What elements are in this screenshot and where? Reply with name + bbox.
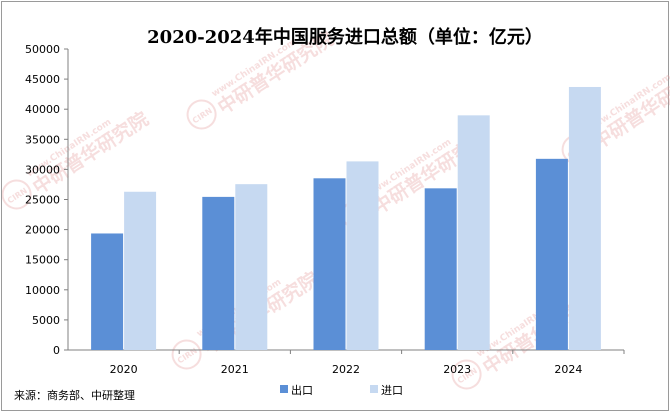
legend-label-出口: 出口 [291, 383, 313, 397]
chart-bars [91, 86, 601, 351]
legend-label-进口: 进口 [381, 384, 403, 397]
bar-进口-2023 [457, 115, 490, 350]
bar-进口-2021 [235, 184, 268, 350]
x-tick-label: 2023 [443, 363, 471, 376]
x-tick-label: 2024 [554, 363, 582, 376]
y-tick-label: 15000 [25, 254, 60, 267]
chart-title: 2020-2024年中国服务进口总额（单位：亿元） [147, 26, 543, 48]
y-tick-label: 5000 [32, 314, 60, 327]
watermark-seal-text: CIRN [176, 346, 199, 365]
watermark-seal [186, 99, 217, 130]
bar-出口-2020 [91, 233, 124, 350]
watermark-seal-text: CIRN [191, 106, 214, 125]
watermark-cn: 中研普华研究院 [28, 107, 152, 199]
source-note: 来源：商务部、中研整理 [14, 388, 135, 402]
bar-出口-2021 [202, 196, 235, 350]
x-tick-label: 2021 [221, 363, 249, 376]
y-tick-label: 20000 [25, 224, 60, 237]
watermark-seal [171, 339, 202, 370]
bar-出口-2023 [424, 188, 457, 350]
y-tick-label: 40000 [25, 103, 60, 116]
legend-swatch-出口 [280, 385, 288, 393]
bar-出口-2024 [535, 158, 568, 350]
watermark-seal [451, 359, 482, 390]
y-tick-label: 0 [53, 344, 60, 357]
x-tick-label: 2022 [332, 363, 360, 376]
x-axis-ticks: 2020 2021 2022 2023 2024 [110, 350, 625, 376]
y-tick-label: 50000 [25, 43, 60, 56]
watermark-seal [2, 179, 32, 210]
bar-进口-2024 [568, 86, 601, 351]
y-tick-label: 35000 [25, 133, 60, 146]
y-tick-label: 10000 [25, 284, 60, 297]
y-axis-ticks: 0 5000 10000 15000 20000 25000 30000 35000 40000… [25, 43, 68, 357]
y-tick-label: 45000 [25, 73, 60, 86]
bar-进口-2020 [124, 191, 157, 350]
legend-swatch-进口 [370, 385, 378, 393]
y-tick-label: 25000 [25, 194, 60, 207]
x-tick-label: 2020 [110, 363, 138, 376]
bar-进口-2022 [346, 161, 379, 350]
y-tick-label: 30000 [25, 163, 60, 176]
bar-出口-2022 [313, 178, 346, 350]
chart-legend: 出口 进口 [280, 383, 403, 397]
